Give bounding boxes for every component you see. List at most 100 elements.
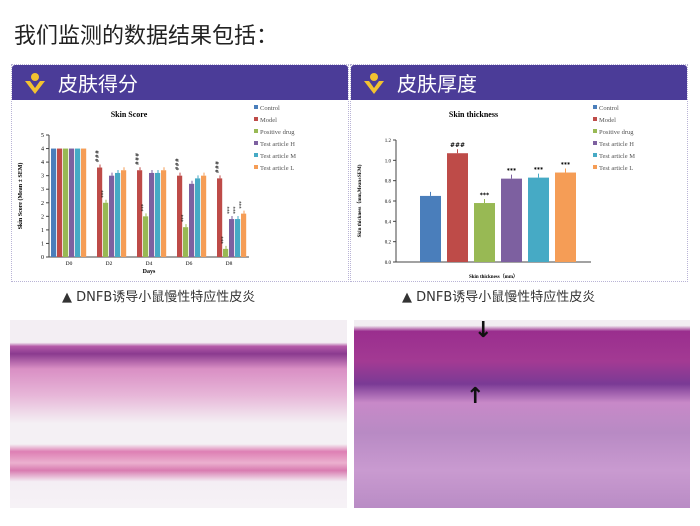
legend-label: Model [260, 117, 277, 124]
legend-label: Test article M [599, 153, 635, 160]
y-tick-label: 0.4 [385, 220, 392, 225]
logo-icon [25, 72, 45, 94]
logo-icon [364, 72, 384, 94]
x-tick-label: D2 [106, 261, 113, 267]
bar [103, 202, 109, 257]
bar [229, 219, 235, 257]
bar [121, 170, 127, 257]
down-arrow-icon: ↓ [474, 318, 493, 343]
panel-header: 皮肤得分 [12, 65, 348, 100]
legend-label: Model [599, 117, 616, 124]
panel-header: 皮肤厚度 [351, 65, 687, 100]
significance-label: *** [561, 162, 571, 169]
legend-swatch [593, 165, 597, 169]
legend-swatch [593, 117, 597, 121]
bar [447, 153, 468, 262]
legend-swatch [593, 129, 597, 133]
bar [474, 203, 495, 262]
y-tick-label: 0.2 [385, 241, 392, 246]
x-tick-label: D6 [186, 261, 193, 267]
histology-image-normal [10, 320, 347, 508]
y-axis-label: Skin Score (Mean ± SEM) [17, 163, 24, 230]
bar [555, 172, 576, 262]
legend-swatch [254, 141, 258, 145]
significance-label: *** [227, 206, 233, 214]
significance-label: *** [233, 206, 239, 214]
y-tick-label: 0.8 [385, 180, 392, 185]
significance-label: *** [221, 236, 227, 244]
chart-title: Skin thickness [449, 110, 498, 119]
significance-label: *** [181, 214, 187, 222]
legend-label: Test article M [260, 153, 296, 160]
histology-image-dermatitis: ↓ ↑ [354, 318, 690, 508]
y-tick-label: 3 [41, 187, 44, 193]
significance-label: ### [135, 153, 141, 166]
bar [189, 183, 195, 257]
bar [217, 178, 223, 257]
legend-label: Positive drug [599, 129, 634, 136]
legend-label: Test article H [599, 141, 634, 148]
bar [420, 195, 441, 262]
bar [57, 148, 63, 257]
bar [201, 175, 207, 257]
significance-label: *** [101, 190, 107, 198]
significance-label: ### [175, 158, 181, 171]
x-axis-label: Skin thickness（mm） [469, 274, 518, 280]
x-axis-label: Days [143, 269, 156, 275]
bar [97, 167, 103, 257]
bar [177, 175, 183, 257]
bar [51, 148, 57, 257]
significance-label: ### [450, 142, 465, 149]
y-tick-label: 3 [41, 174, 44, 180]
bar [63, 148, 69, 257]
bar [137, 170, 143, 257]
panel-heading: 皮肤厚度 [397, 72, 477, 96]
significance-label: *** [480, 192, 490, 199]
bar [143, 216, 149, 257]
y-tick-label: 0.0 [385, 261, 392, 266]
legend-label: Test article H [260, 141, 295, 148]
legend-swatch [593, 153, 597, 157]
bar [69, 148, 75, 257]
up-arrow-icon: ↑ [466, 384, 485, 409]
significance-label: *** [507, 168, 517, 175]
skin-thickness-chart: Skin thickness 0.0 0.2 0.4 0.6 0.8 1.0 1.2 Skin … [351, 101, 687, 281]
bar [195, 178, 201, 257]
legend-label: Control [599, 105, 619, 112]
legend-swatch [254, 165, 258, 169]
bar [501, 178, 522, 262]
bar [155, 172, 161, 257]
legend-label: Control [260, 105, 280, 112]
y-tick-label: 1.2 [385, 139, 392, 144]
bar [528, 177, 549, 262]
bar [235, 219, 241, 257]
significance-label: ### [95, 150, 101, 163]
legend-label: Positive drug [260, 129, 295, 136]
page-title: 我们监测的数据结果包括： [14, 24, 279, 49]
caption: ▲ DNFB诱导小鼠慢性特应性皮炎 [62, 290, 256, 305]
legend-swatch [593, 141, 597, 145]
skin-score-panel: 皮肤得分 Skin Score 0 1 1 2 2 3 3 4 4 5 Skin Score (Mea… [11, 64, 349, 282]
y-tick-label: 1 [41, 228, 44, 234]
x-tick-label: D0 [66, 261, 73, 267]
y-tick-label: 2 [41, 214, 44, 220]
legend-swatch [254, 105, 258, 109]
y-tick-label: 1.0 [385, 159, 392, 164]
y-tick-label: 2 [41, 201, 44, 207]
chart-title: Skin Score [111, 110, 148, 119]
bar [115, 172, 121, 257]
significance-label: *** [239, 201, 245, 209]
y-tick-label: 1 [41, 241, 44, 247]
bar [75, 148, 81, 257]
significance-label: *** [534, 167, 544, 174]
legend-swatch [254, 153, 258, 157]
bar [149, 172, 155, 257]
significance-label: *** [141, 203, 147, 211]
x-tick-label: D4 [146, 261, 153, 267]
y-tick-label: 5 [41, 133, 44, 139]
bar [109, 175, 115, 257]
bar [81, 148, 87, 257]
skin-thickness-panel: 皮肤厚度 Skin thickness 0.0 0.2 0.4 0.6 0.8 1.0 1.2… [350, 64, 688, 282]
legend-swatch [593, 105, 597, 109]
legend-swatch [254, 129, 258, 133]
